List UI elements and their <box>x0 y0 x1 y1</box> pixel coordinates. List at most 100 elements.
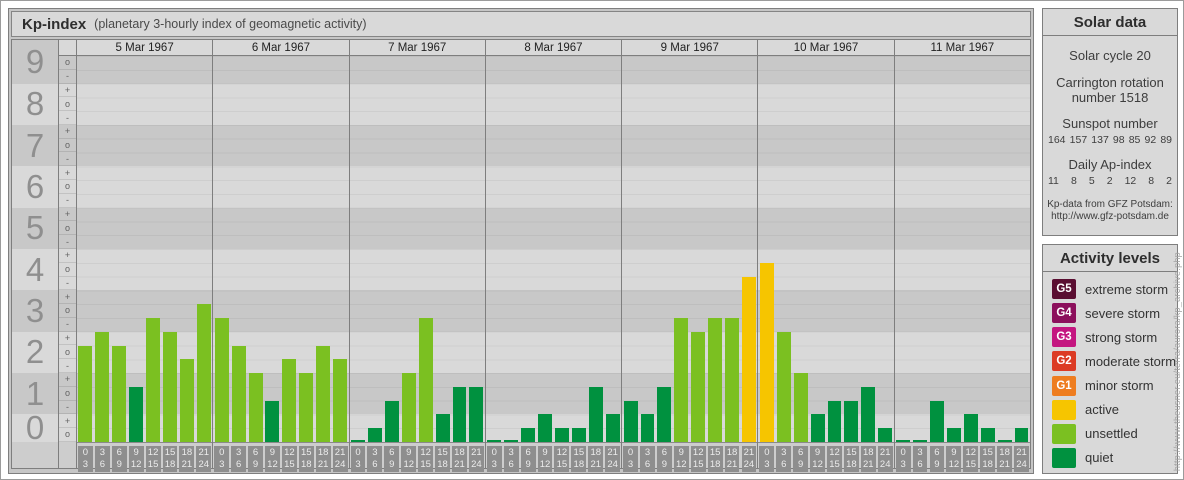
kp-row-band <box>758 124 894 167</box>
hour-range-label: 18 21 <box>315 446 331 472</box>
kp-row-band <box>758 56 894 84</box>
hour-end: 12 <box>948 459 960 470</box>
watermark-url: http://www.theusner.eu/terra/aurora/kp_a… <box>1172 251 1182 471</box>
day-column: 5 Mar 1967 0 3 3 6 6 9 9 12 12 15 15 18 18 21 21 24 <box>77 40 213 472</box>
hour-end: 9 <box>798 459 804 470</box>
kp-bar <box>657 386 672 442</box>
kp-bar <box>179 359 194 442</box>
hour-end: 9 <box>525 459 531 470</box>
legend-item: quiet <box>1052 447 1173 468</box>
hour-end: 6 <box>781 459 787 470</box>
kp-axis-label: 0 <box>12 409 58 446</box>
hour-start: 3 <box>644 447 651 458</box>
kp-bar <box>435 414 450 442</box>
hour-start: 12 <box>692 447 704 458</box>
hour-range-label: 21 24 <box>605 446 621 472</box>
hour-range-label: 12 15 <box>145 446 161 472</box>
hour-start: 3 <box>372 447 378 458</box>
kp-bar <box>282 359 297 442</box>
kp-row-band <box>77 83 213 125</box>
kp-row-band <box>622 124 758 167</box>
hour-range-label: 18 21 <box>179 446 195 472</box>
kp-bar <box>146 317 161 442</box>
kp-rows-area <box>77 56 213 443</box>
kp-bar <box>554 428 569 442</box>
kp-subscale-label: o <box>59 56 76 70</box>
kp-bar <box>571 428 586 442</box>
kp-axis-label: 2 <box>12 331 58 373</box>
kp-row-band <box>213 290 349 332</box>
kp-row-band <box>894 331 1030 373</box>
chart-title-bar: Kp-index (planetary 3-hourly index of ge… <box>11 11 1031 37</box>
hour-range-label: 18 21 <box>452 446 467 472</box>
hour-end: 24 <box>743 459 755 470</box>
kp-row-band <box>213 166 349 208</box>
kp-bar <box>351 439 365 442</box>
kp-subscale-label: o <box>59 180 76 194</box>
kp-row-band <box>213 124 349 167</box>
hour-end: 9 <box>934 459 940 470</box>
solar-cycle: Solar cycle 20 <box>1069 48 1151 64</box>
day-column: 8 Mar 1967 0 3 3 6 6 9 9 12 12 15 15 18 18 21 21 24 <box>484 40 622 472</box>
legend-item: G4 severe storm <box>1052 303 1173 324</box>
hour-start: 3 <box>781 447 787 458</box>
kp-row-band <box>894 83 1030 125</box>
date-header: 8 Mar 1967 <box>485 40 622 56</box>
date-header: 7 Mar 1967 <box>349 40 485 56</box>
hour-range-label: 9 12 <box>265 446 280 472</box>
hour-labels-row: 0 3 3 6 6 9 9 12 12 15 15 18 18 21 21 24 <box>350 443 485 472</box>
kp-axis-label: 1 <box>12 372 58 415</box>
hour-end: 6 <box>372 459 378 470</box>
ap-value: 8 <box>1070 175 1077 188</box>
hour-start: 6 <box>116 447 122 458</box>
hour-labels-row: 0 3 3 6 6 9 9 12 12 15 15 18 18 21 21 24 <box>895 443 1030 472</box>
kp-bar <box>623 400 638 442</box>
hour-start: 12 <box>556 447 568 458</box>
hour-start: 12 <box>284 447 295 458</box>
kp-subscale-label: - <box>59 359 76 373</box>
legend-color-chip: G5 <box>1052 279 1076 299</box>
kp-bar <box>248 373 263 442</box>
hour-end: 12 <box>403 459 415 470</box>
kp-row-gridlines <box>349 56 485 442</box>
hour-start: 18 <box>863 447 874 458</box>
hour-end: 21 <box>863 459 874 470</box>
sunspot-number: 157 <box>1069 133 1088 146</box>
hour-labels-row: 0 3 3 6 6 9 9 12 12 15 15 18 18 21 21 24 <box>622 443 757 472</box>
kp-bar <box>741 276 756 442</box>
sunspot-number: 89 <box>1160 133 1172 146</box>
hour-end: 21 <box>999 459 1010 470</box>
hour-end: 12 <box>130 459 142 470</box>
kp-subscale-label: - <box>59 152 76 167</box>
kp-subscale-label: + <box>59 166 76 181</box>
hour-start: 3 <box>917 447 923 458</box>
kp-rows-area <box>894 56 1030 443</box>
date-header: 11 Mar 1967 <box>894 40 1030 56</box>
hour-end: 3 <box>627 459 634 470</box>
hour-start: 18 <box>317 447 329 458</box>
hour-end: 12 <box>676 459 687 470</box>
kp-bar <box>674 317 689 442</box>
kp-bar <box>265 400 280 442</box>
hour-end: 18 <box>300 459 312 470</box>
legend-item: G2 moderate storm <box>1052 351 1176 372</box>
kp-row-gridlines <box>894 56 1030 442</box>
hour-end: 18 <box>437 459 448 470</box>
kp-bar <box>691 331 706 442</box>
sunspot-numbers: 164 157 137 98 85 92 89 <box>1046 134 1174 146</box>
kp-bar <box>827 400 842 442</box>
day-column: 9 Mar 1967 0 3 3 6 6 9 9 12 12 15 15 18 18 21 21 24 <box>621 40 758 472</box>
kp-bar <box>878 428 893 442</box>
kp-row-band <box>485 290 622 332</box>
legend-item: G1 minor storm <box>1052 375 1173 396</box>
kp-subscale-label: - <box>59 69 76 84</box>
hour-end: 15 <box>556 459 568 470</box>
hour-start: 18 <box>454 447 465 458</box>
hour-start: 21 <box>198 447 210 458</box>
kp-row-band <box>77 207 213 249</box>
hour-start: 0 <box>219 447 225 458</box>
